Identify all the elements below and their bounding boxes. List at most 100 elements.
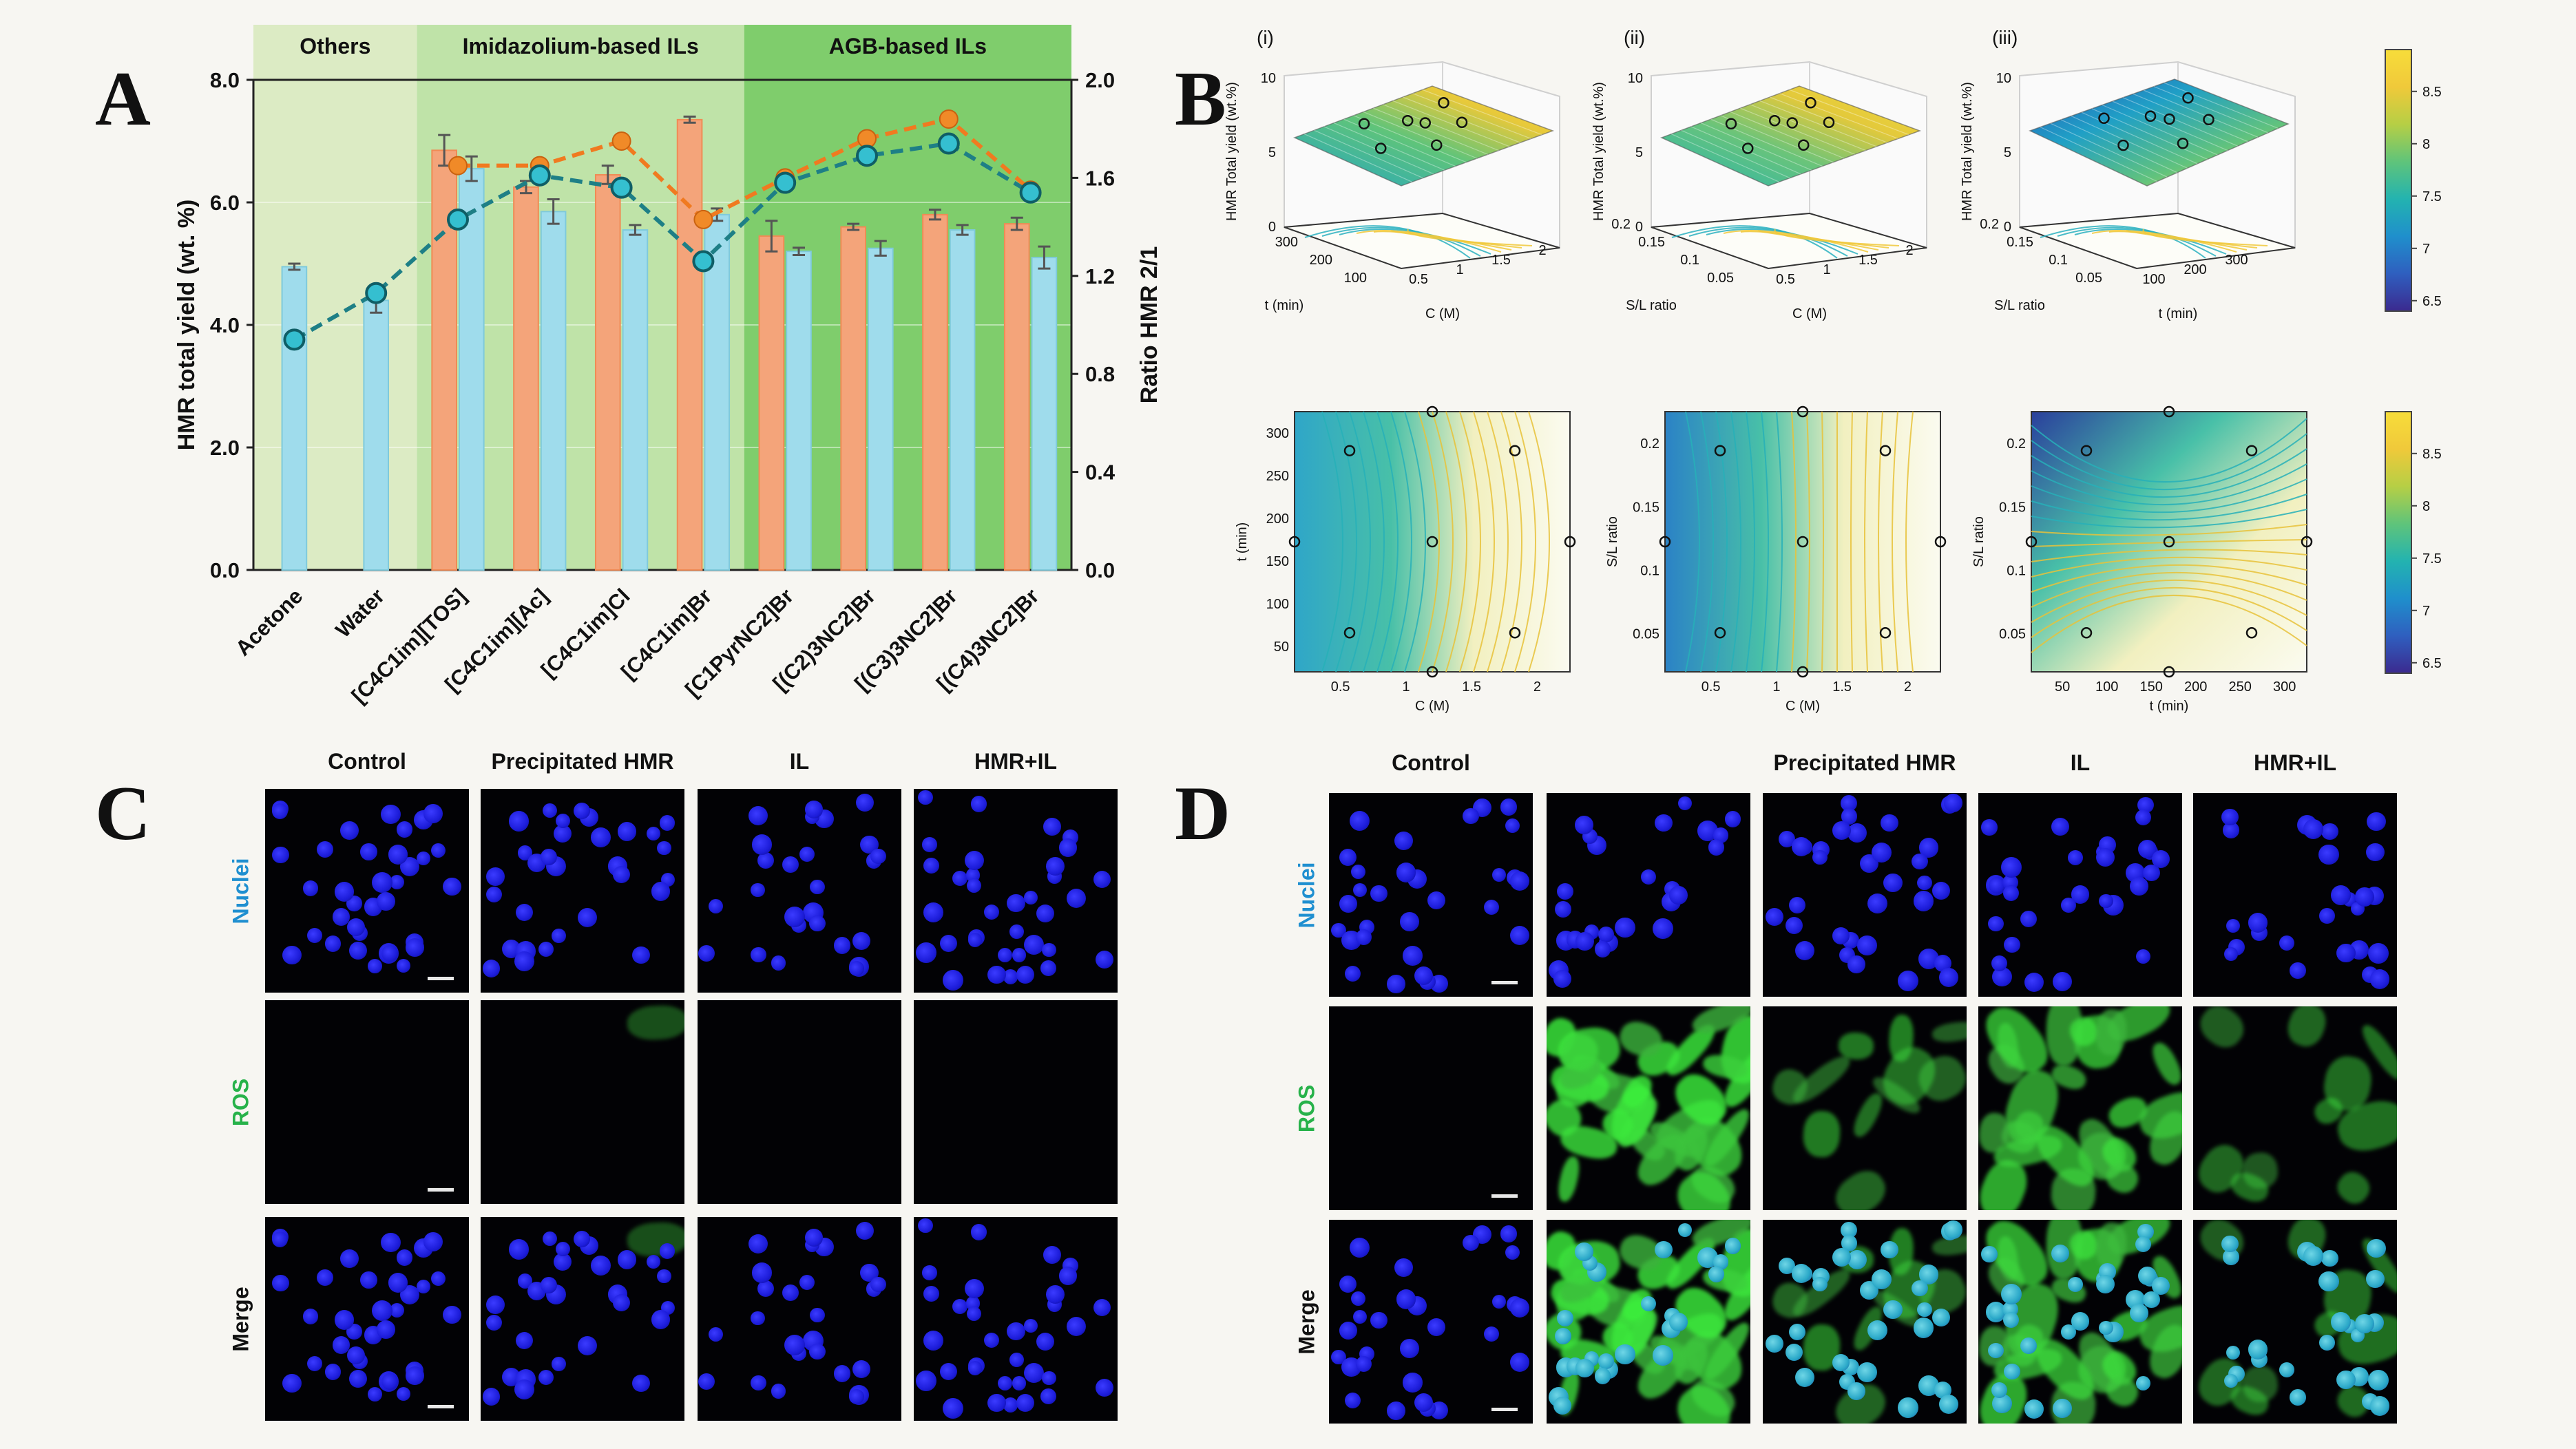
y-tick-label: 100	[1266, 597, 1289, 612]
nucleus	[1043, 1246, 1061, 1264]
nucleus	[2137, 1223, 2154, 1240]
nucleus	[2000, 1284, 2022, 1305]
nucleus	[771, 955, 786, 971]
contour-line	[1432, 411, 1454, 673]
nucleus	[360, 843, 377, 860]
contour-line	[1514, 411, 1536, 673]
ratio-point	[856, 145, 878, 167]
nucleus	[430, 843, 446, 858]
z-axis-label: HMR Total yield (wt.%)	[1960, 82, 1975, 221]
nucleus	[332, 908, 350, 926]
nucleus	[2336, 1370, 2356, 1390]
contour-line	[1487, 411, 1509, 673]
nucleus	[784, 1335, 806, 1356]
column-label: Control	[1392, 750, 1470, 775]
surface-mesh	[2122, 97, 2239, 147]
nucleus	[591, 1256, 611, 1276]
contour-line	[1806, 411, 1810, 673]
nucleus	[1847, 823, 1867, 843]
ratio-point	[447, 208, 469, 231]
x-tick-label: 100	[2095, 679, 2118, 695]
contour-line	[1730, 411, 1741, 673]
nucleus	[396, 821, 413, 838]
nucleus	[1339, 1321, 1357, 1340]
y-tick-label: 250	[1266, 469, 1289, 484]
floor-contour	[1774, 229, 1900, 246]
y-right-axis-label: Ratio HMR 2/1	[1136, 246, 1162, 404]
nucleus	[1510, 871, 1530, 891]
nucleus	[1897, 1397, 1918, 1418]
surface-mesh	[2102, 104, 2218, 156]
nucleus	[542, 803, 558, 818]
floor-contour	[2126, 230, 2258, 248]
bar	[281, 266, 308, 571]
nucleus	[430, 1271, 446, 1287]
response-surface	[1660, 85, 1922, 187]
design-point	[2182, 92, 2194, 104]
nucleus	[334, 882, 355, 902]
nucleus	[381, 945, 399, 962]
nucleus	[952, 870, 968, 886]
nucleus	[1655, 1241, 1673, 1259]
microscopy-image	[1329, 793, 1533, 997]
y-tick-label: 0.05	[1633, 627, 1659, 642]
nucleus	[306, 928, 322, 943]
surface-mesh	[1343, 118, 1456, 167]
surface-mesh	[1304, 134, 1412, 182]
nucleus	[1046, 856, 1065, 876]
colorbar	[2385, 49, 2412, 312]
nucleus	[1832, 1247, 1852, 1267]
nucleus	[1917, 1302, 1932, 1318]
nucleus	[1832, 927, 1850, 945]
nucleus	[2367, 943, 2389, 964]
y-tick-label: 50	[1274, 639, 1289, 655]
panel-label-b: B	[1175, 56, 1226, 142]
nucleus	[282, 945, 302, 965]
row-label: Nuclei	[228, 858, 253, 924]
surface-mesh	[1740, 107, 1855, 155]
nucleus	[514, 951, 535, 972]
y-tick-label: 8.0	[210, 68, 240, 92]
nucleus	[1095, 1378, 1114, 1397]
microscopy-image	[1763, 1006, 1967, 1210]
z-axis-label: HMR Total yield (wt.%)	[1224, 82, 1239, 221]
nucleus	[390, 875, 405, 890]
nucleus	[574, 1231, 590, 1248]
nucleus	[852, 932, 871, 951]
surface-mesh	[1779, 93, 1898, 139]
y-tick-label: 300	[1275, 235, 1298, 250]
y-tick-label: 0.15	[1633, 500, 1659, 515]
nucleus	[1505, 1245, 1520, 1260]
nucleus	[1394, 832, 1413, 850]
nucleus	[698, 945, 715, 962]
nucleus	[1557, 883, 1574, 900]
contour-line	[2031, 571, 2307, 608]
microscopy-image	[2193, 1006, 2397, 1210]
nucleus	[922, 837, 937, 852]
design-point	[2203, 114, 2214, 125]
z-tick-label: 10	[1996, 71, 2011, 86]
nucleus	[849, 961, 865, 977]
nucleus	[943, 1398, 964, 1419]
design-point	[1797, 666, 1809, 678]
design-point	[1797, 536, 1809, 548]
nucleus	[1023, 1363, 1044, 1384]
contour-line	[1418, 411, 1440, 673]
floor-contour	[1671, 225, 1838, 259]
nucleus	[282, 1373, 302, 1393]
microscopy-image	[914, 1000, 1118, 1204]
nucleus	[2003, 1311, 2020, 1328]
nucleus	[1708, 839, 1724, 856]
y-tick-label: 100	[1344, 271, 1367, 286]
floor-contour	[1356, 230, 1502, 253]
microscopy-image	[481, 1000, 684, 1204]
microscopy-image	[481, 1217, 684, 1421]
nucleus	[1394, 1258, 1413, 1277]
nucleus	[2000, 857, 2022, 878]
nucleus	[617, 1250, 637, 1269]
nucleus	[646, 1254, 660, 1269]
nucleus	[2053, 1399, 2072, 1419]
floor-contour	[1304, 225, 1471, 259]
ros-signal	[2193, 1006, 2251, 1055]
nucleus	[1491, 867, 1506, 882]
